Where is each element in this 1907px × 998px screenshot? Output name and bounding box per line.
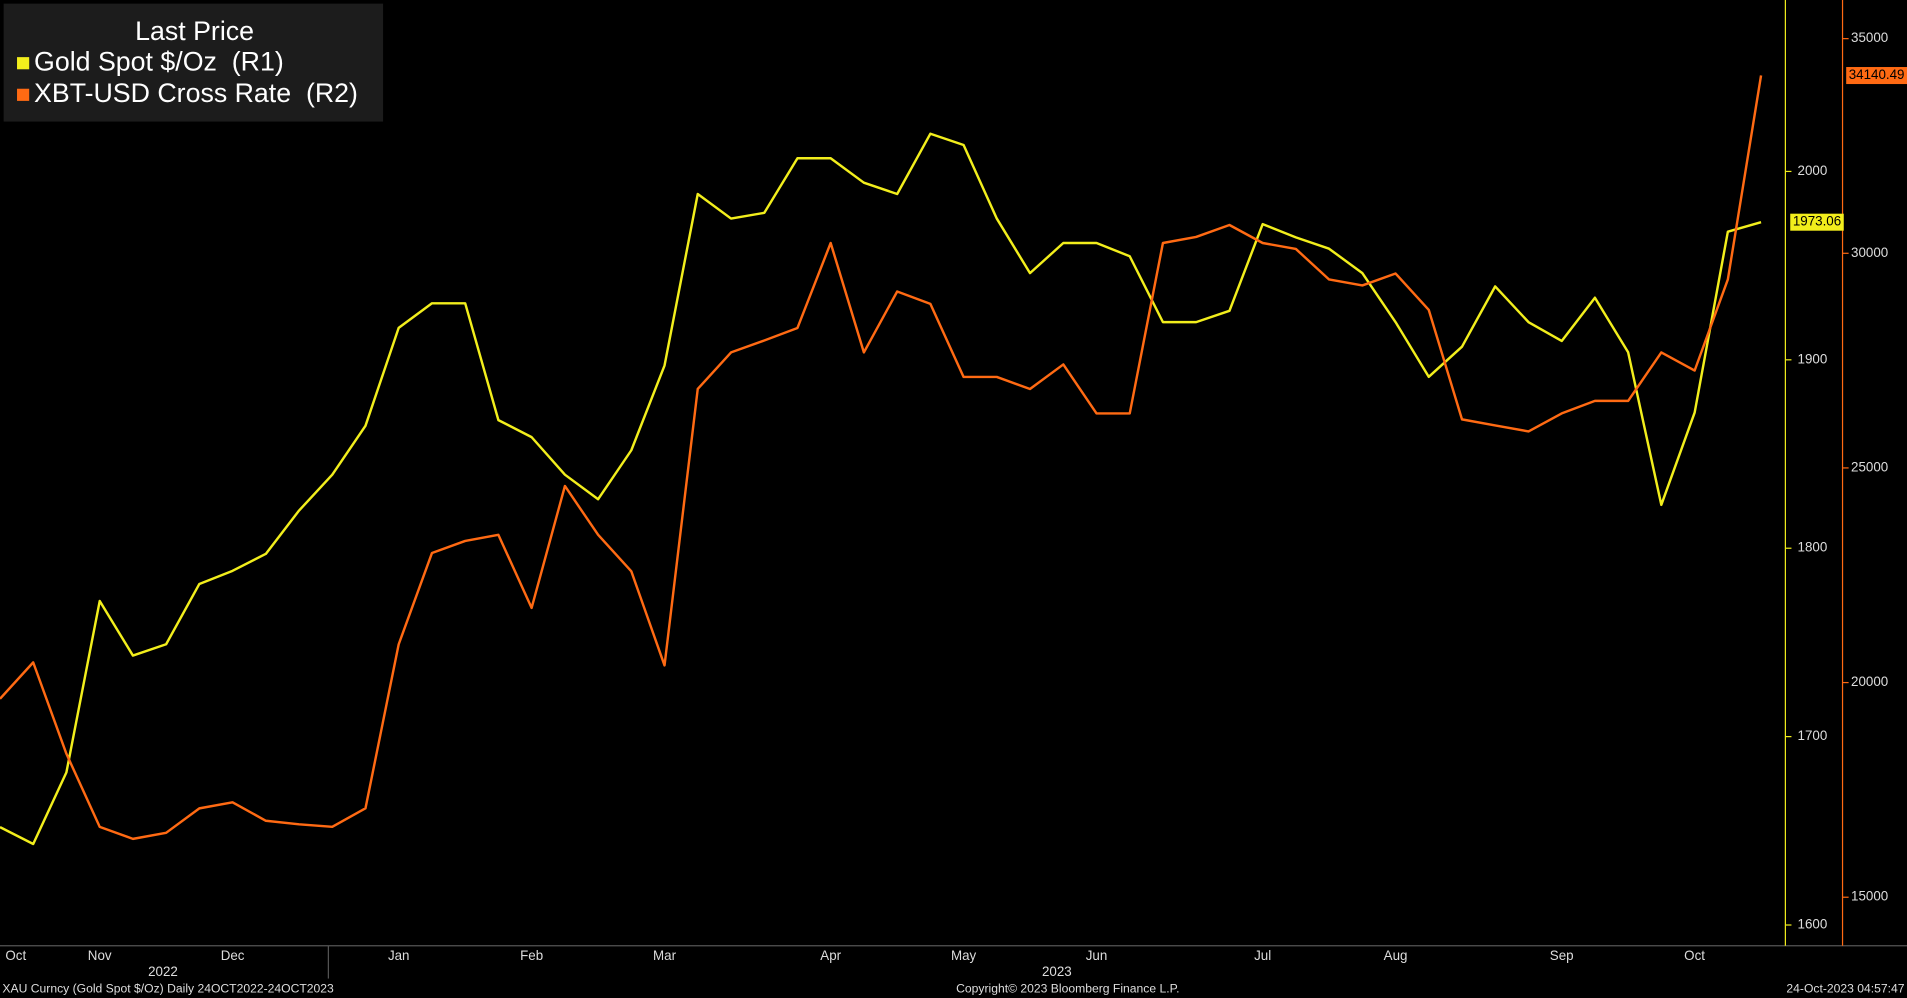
x-tick-label: Dec (221, 948, 245, 963)
legend-label: Gold Spot $/Oz (R1) (34, 46, 284, 76)
x-tick-label: Nov (88, 948, 112, 963)
x-tick-label: Feb (520, 948, 543, 963)
x-tick-label: Oct (1684, 948, 1705, 963)
footer-center: Copyright© 2023 Bloomberg Finance L.P. (956, 982, 1179, 996)
y2-tick-label: 20000 (1851, 674, 1888, 689)
y2-tick-label: 25000 (1851, 459, 1888, 474)
y-tick-label: 1600 (1798, 917, 1828, 932)
y-tick-label: 1900 (1798, 351, 1828, 366)
series-line (0, 132, 1762, 846)
x-tick-label: Aug (1384, 948, 1408, 963)
x-tick-label: Sep (1550, 948, 1574, 963)
x-tick-label: Apr (820, 948, 841, 963)
footer-right: 24-Oct-2023 04:57:47 (1786, 982, 1904, 996)
x-tick-label: Mar (653, 948, 677, 963)
x-tick-label: Jul (1254, 948, 1271, 963)
last-value-label: 1973.06 (1793, 214, 1841, 229)
y-tick-label: 1800 (1798, 540, 1828, 555)
x-year-label: 2023 (1042, 964, 1072, 979)
y-tick-label: 1700 (1798, 728, 1828, 743)
series-line (0, 75, 1763, 841)
y2-tick-label: 35000 (1851, 30, 1888, 45)
y2-tick-label: 30000 (1851, 245, 1888, 260)
y-tick-label: 2000 (1798, 163, 1828, 178)
x-year-label: 2022 (148, 964, 178, 979)
legend-title: Last Price (135, 16, 254, 46)
last-value-label: 34140.49 (1849, 67, 1905, 82)
last-value-box (1790, 213, 1844, 231)
x-tick-label: Oct (5, 948, 26, 963)
legend-swatch (17, 88, 30, 101)
x-tick-label: Jan (388, 948, 410, 963)
x-tick-label: Jun (1086, 948, 1108, 963)
legend-swatch (17, 57, 30, 70)
y2-tick-label: 15000 (1851, 889, 1888, 904)
footer-left: XAU Curncy (Gold Spot $/Oz) Daily 24OCT2… (2, 982, 334, 996)
legend-box (3, 3, 384, 122)
last-value-box (1846, 67, 1907, 85)
legend-label: XBT-USD Cross Rate (R2) (34, 78, 358, 108)
x-tick-label: May (951, 948, 977, 963)
